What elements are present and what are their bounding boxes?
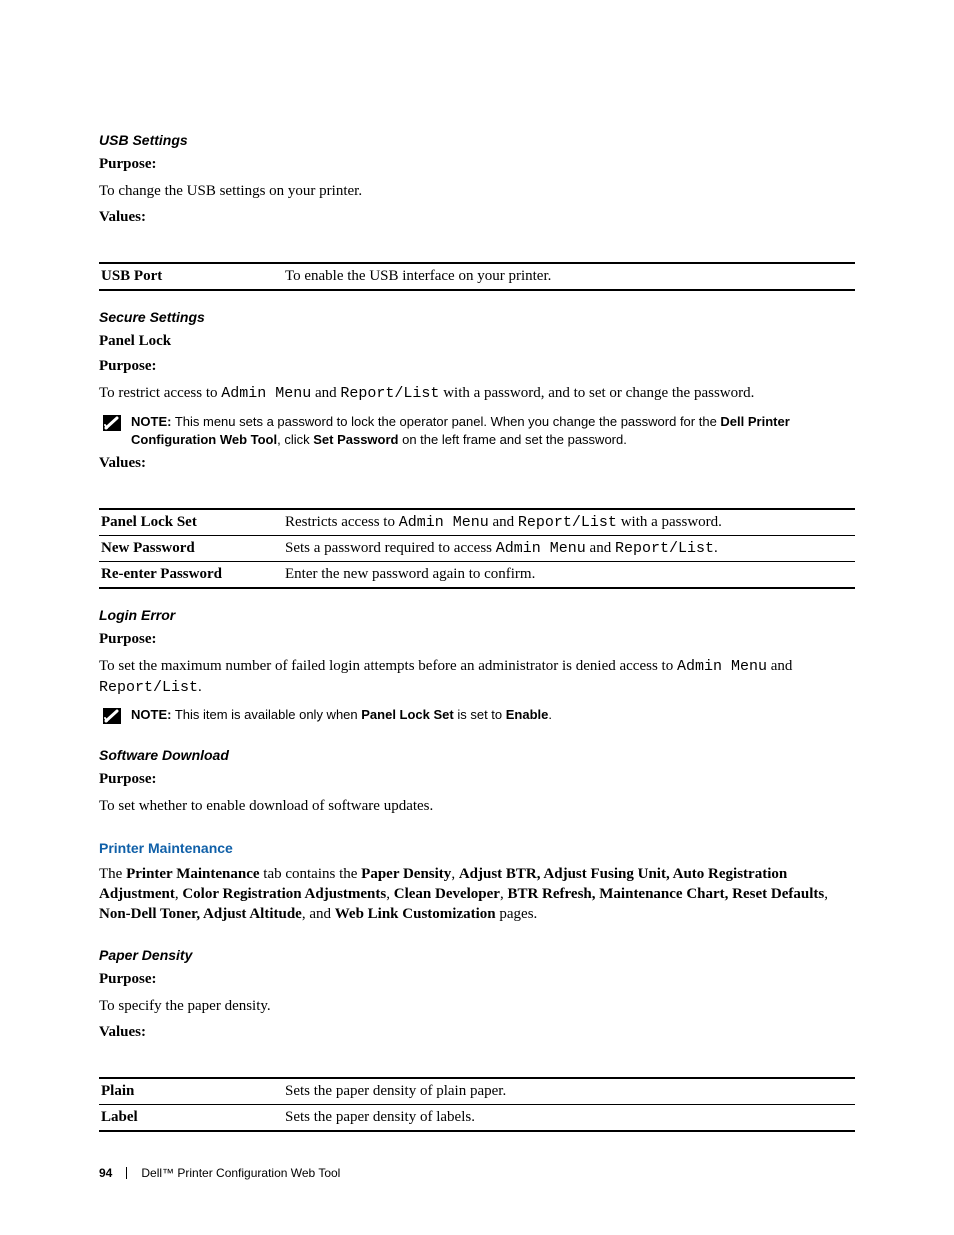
row-name: USB Port <box>99 263 283 290</box>
text-fragment: Enter the new password again to confirm. <box>285 566 535 582</box>
table-row: Plain Sets the paper density of plain pa… <box>99 1078 855 1105</box>
text-fragment: and <box>586 540 615 556</box>
purpose-label: Purpose: <box>99 771 855 788</box>
row-desc: Enter the new password again to confirm. <box>283 561 855 588</box>
table-row: USB Port To enable the USB interface on … <box>99 263 855 290</box>
software-download-text: To set whether to enable download of sof… <box>99 796 855 816</box>
note-label: NOTE: <box>131 414 171 429</box>
text-fragment: Restricts access to <box>285 514 399 530</box>
bold-fragment: Web Link Customization <box>335 906 496 922</box>
bold-fragment: Set Password <box>313 432 398 447</box>
row-name: Label <box>99 1104 283 1131</box>
bold-fragment: Non-Dell Toner, Adjust Altitude <box>99 906 302 922</box>
mono-fragment: Report/List <box>518 514 617 531</box>
mono-fragment: Admin Menu <box>221 385 311 402</box>
login-error-heading: Login Error <box>99 607 855 623</box>
text-fragment: This menu sets a password to lock the op… <box>171 414 720 429</box>
text-fragment: , <box>824 886 828 902</box>
bold-fragment: Printer Maintenance <box>126 866 259 882</box>
text-fragment: This item is available only when <box>171 707 361 722</box>
table-row: Label Sets the paper density of labels. <box>99 1104 855 1131</box>
row-desc: Restricts access to Admin Menu and Repor… <box>283 509 855 536</box>
note-block: NOTE: This item is available only when P… <box>99 706 855 724</box>
values-label: Values: <box>99 455 855 472</box>
table-row: Panel Lock Set Restricts access to Admin… <box>99 509 855 536</box>
mono-fragment: Admin Menu <box>399 514 489 531</box>
note-label: NOTE: <box>131 707 171 722</box>
row-name: Plain <box>99 1078 283 1105</box>
purpose-label: Purpose: <box>99 358 855 375</box>
note-text: NOTE: This menu sets a password to lock … <box>131 413 855 449</box>
text-fragment: is set to <box>454 707 506 722</box>
bold-fragment: Color Registration Adjustments <box>182 886 386 902</box>
usb-settings-heading: USB Settings <box>99 132 855 148</box>
purpose-label: Purpose: <box>99 631 855 648</box>
text-fragment: . <box>198 679 202 695</box>
bold-fragment: Enable <box>506 707 549 722</box>
bold-fragment: Clean Developer <box>394 886 500 902</box>
text-fragment: Sets a password required to access <box>285 540 496 556</box>
software-download-heading: Software Download <box>99 747 855 763</box>
text-fragment: and <box>489 514 518 530</box>
mono-fragment: Report/List <box>340 385 439 402</box>
table-row: Re-enter Password Enter the new password… <box>99 561 855 588</box>
printer-maintenance-heading: Printer Maintenance <box>99 840 855 856</box>
text-fragment: To restrict access to <box>99 385 221 401</box>
document-page: USB Settings Purpose: To change the USB … <box>0 0 954 1235</box>
row-desc: Sets the paper density of plain paper. <box>283 1078 855 1105</box>
mono-fragment: Report/List <box>99 679 198 696</box>
bold-fragment: Panel Lock Set <box>361 707 453 722</box>
text-fragment: with a password, and to set or change th… <box>439 385 754 401</box>
text-fragment: , <box>386 886 394 902</box>
panel-lock-subheading: Panel Lock <box>99 333 855 350</box>
values-label: Values: <box>99 1024 855 1041</box>
bold-fragment: BTR Refresh, Maintenance Chart, Reset De… <box>507 886 824 902</box>
text-fragment: . <box>548 707 552 722</box>
login-purpose-text: To set the maximum number of failed logi… <box>99 656 855 699</box>
text-fragment: To set the maximum number of failed logi… <box>99 658 677 674</box>
table-row: New Password Sets a password required to… <box>99 535 855 561</box>
row-name: Re-enter Password <box>99 561 283 588</box>
printer-maintenance-text: The Printer Maintenance tab contains the… <box>99 864 855 925</box>
text-fragment: The <box>99 866 126 882</box>
paper-density-text: To specify the paper density. <box>99 996 855 1016</box>
mono-fragment: Report/List <box>615 540 714 557</box>
footer-separator <box>126 1167 127 1179</box>
usb-table: USB Port To enable the USB interface on … <box>99 262 855 291</box>
footer-title: Dell™ Printer Configuration Web Tool <box>141 1166 340 1180</box>
values-label: Values: <box>99 209 855 226</box>
text-fragment: pages. <box>496 906 538 922</box>
paper-density-heading: Paper Density <box>99 947 855 963</box>
row-desc: To enable the USB interface on your prin… <box>283 263 855 290</box>
usb-purpose-text: To change the USB settings on your print… <box>99 181 855 201</box>
text-fragment: . <box>714 540 718 556</box>
mono-fragment: Admin Menu <box>677 658 767 675</box>
text-fragment: , <box>451 866 459 882</box>
text-fragment: and <box>311 385 340 401</box>
text-fragment: , click <box>277 432 313 447</box>
text-fragment: , and <box>302 906 335 922</box>
page-number: 94 <box>99 1166 112 1180</box>
row-name: New Password <box>99 535 283 561</box>
page-footer: 94 Dell™ Printer Configuration Web Tool <box>99 1166 340 1180</box>
text-fragment: and <box>767 658 792 674</box>
purpose-label: Purpose: <box>99 156 855 173</box>
note-text: NOTE: This item is available only when P… <box>131 706 552 724</box>
row-desc: Sets the paper density of labels. <box>283 1104 855 1131</box>
purpose-label: Purpose: <box>99 971 855 988</box>
density-table: Plain Sets the paper density of plain pa… <box>99 1077 855 1132</box>
bold-fragment: Paper Density <box>361 866 451 882</box>
text-fragment: on the left frame and set the password. <box>399 432 627 447</box>
secure-table: Panel Lock Set Restricts access to Admin… <box>99 508 855 589</box>
note-icon <box>103 415 121 431</box>
note-icon <box>103 708 121 724</box>
secure-purpose-text: To restrict access to Admin Menu and Rep… <box>99 383 855 404</box>
text-fragment: with a password. <box>617 514 722 530</box>
text-fragment: tab contains the <box>260 866 362 882</box>
secure-settings-heading: Secure Settings <box>99 309 855 325</box>
mono-fragment: Admin Menu <box>496 540 586 557</box>
row-desc: Sets a password required to access Admin… <box>283 535 855 561</box>
note-block: NOTE: This menu sets a password to lock … <box>99 413 855 449</box>
row-name: Panel Lock Set <box>99 509 283 536</box>
